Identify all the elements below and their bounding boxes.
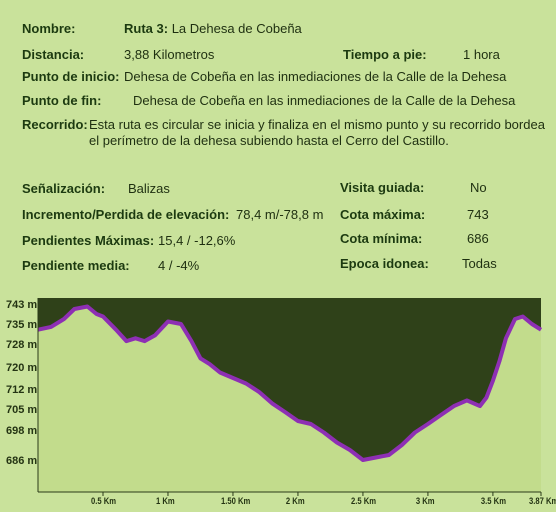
pendiente-media-label: Pendiente media: xyxy=(22,258,130,273)
epoca-value: Todas xyxy=(462,256,497,271)
cota-min-value: 686 xyxy=(467,231,489,246)
distancia-value: 3,88 Kilometros xyxy=(124,47,215,62)
pendientes-max-value: 15,4 / -12,6% xyxy=(158,233,236,248)
inicio-label: Punto de inicio: xyxy=(22,69,120,84)
elevation-profile-chart: 743 m 735 m 728 m 720 m 712 m 705 m 698 m 686 m… xyxy=(6,298,556,506)
y-tick-label: 705 m xyxy=(6,404,37,416)
pendiente-media-value: 4 / -4% xyxy=(158,258,200,273)
x-tick-label: 0.5 Km xyxy=(91,495,116,506)
tiempo-label: Tiempo a pie: xyxy=(343,47,427,62)
y-tick-label: 720 m xyxy=(6,362,37,374)
route-number: Ruta 3: xyxy=(124,21,169,36)
x-axis-labels: 0.5 Km 1 Km 1.50 Km 2 Km 2.5 Km 3 Km 3.5 Km 3.8… xyxy=(91,495,556,506)
y-tick-label: 698 m xyxy=(6,425,37,437)
x-tick-label: 3 Km xyxy=(416,495,435,506)
y-axis-labels: 743 m 735 m 728 m 720 m 712 m 705 m 698 m 686 m xyxy=(6,299,37,467)
recorrido-label: Recorrido: xyxy=(22,117,88,132)
senalizacion-value: Balizas xyxy=(128,181,170,196)
inicio-value: Dehesa de Cobeña en las inmediaciones de… xyxy=(124,69,507,84)
cota-max-label: Cota máxima: xyxy=(340,207,426,222)
x-tick-label: 2.5 Km xyxy=(351,495,376,506)
tiempo-value: 1 hora xyxy=(463,47,500,62)
incremento-label: Incremento/Perdida de elevación: xyxy=(22,207,230,222)
x-tick-label: 1.50 Km xyxy=(221,495,250,506)
x-tick-label: 1 Km xyxy=(156,495,175,506)
visita-label: Visita guiada: xyxy=(340,180,425,195)
route-title: La Dehesa de Cobeña xyxy=(171,21,302,36)
distancia-label: Distancia: xyxy=(22,47,85,62)
recorrido-value: Esta ruta es circular se inicia y finali… xyxy=(89,117,545,148)
elevation-line xyxy=(37,304,543,462)
x-tick-label: 3.5 Km xyxy=(481,495,506,506)
nombre-label: Nombre: xyxy=(22,21,76,36)
y-tick-label: 686 m xyxy=(6,455,37,467)
incremento-value: 78,4 m/-78,8 m xyxy=(236,207,324,222)
area-above-profile xyxy=(38,298,541,460)
y-tick-label: 735 m xyxy=(6,319,37,331)
x-tick-label: 2 Km xyxy=(286,495,305,506)
x-axis-ticks xyxy=(102,492,542,496)
pendientes-max-label: Pendientes Máximas: xyxy=(22,233,155,248)
cota-max-value: 743 xyxy=(467,207,489,222)
fin-label: Punto de fin: xyxy=(22,93,102,108)
cota-min-label: Cota mínima: xyxy=(340,231,423,246)
epoca-label: Epoca idonea: xyxy=(340,256,429,271)
senalizacion-label: Señalización: xyxy=(22,181,106,196)
y-tick-label: 712 m xyxy=(6,384,37,396)
visita-value: No xyxy=(470,180,487,195)
y-tick-label: 743 m xyxy=(6,299,37,311)
y-tick-label: 728 m xyxy=(6,339,37,351)
route-name: Ruta 3: La Dehesa de Cobeña xyxy=(124,21,302,37)
fin-value: Dehesa de Cobeña en las inmediaciones de… xyxy=(133,93,516,108)
x-tick-label: 3.87 Km xyxy=(529,495,556,506)
